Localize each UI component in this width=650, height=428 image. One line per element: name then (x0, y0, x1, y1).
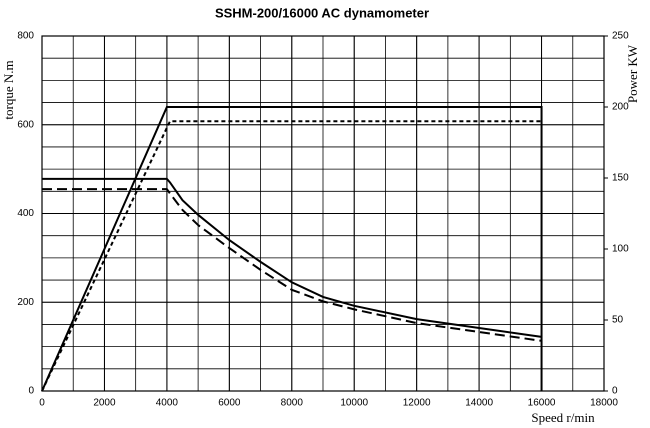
x-tick-label: 4000 (156, 398, 179, 409)
y-tick-label: 0 (28, 386, 34, 397)
y-axis-label: torque N.m (1, 60, 16, 119)
y-tick-label: 800 (17, 31, 34, 42)
y2-axis-label: Power KW (625, 44, 640, 103)
x-tick-label: 10000 (340, 398, 368, 409)
x-tick-label: 6000 (218, 398, 241, 409)
y2-tick-label: 200 (612, 102, 629, 113)
y2-tick-label: 50 (612, 315, 624, 326)
y-tick-label: 200 (17, 297, 34, 308)
x-tick-label: 14000 (465, 398, 493, 409)
y2-tick-label: 100 (612, 244, 629, 255)
y2-tick-label: 250 (612, 31, 629, 42)
x-tick-label: 12000 (403, 398, 431, 409)
x-axis-label: Speed r/min (531, 410, 595, 425)
x-tick-label: 18000 (590, 398, 618, 409)
x-tick-label: 0 (39, 398, 45, 409)
y2-tick-label: 150 (612, 173, 629, 184)
plot-frame (41, 35, 605, 392)
series-line (41, 120, 542, 392)
y-tick-label: 600 (17, 119, 34, 130)
series-line (41, 106, 543, 392)
chart-title: SSHM-200/16000 AC dynamometer (215, 5, 429, 20)
y2-tick-label: 0 (612, 386, 618, 397)
x-tick-label: 16000 (528, 398, 556, 409)
series-line (42, 177, 542, 338)
y-tick-label: 400 (17, 208, 34, 219)
x-tick-label: 8000 (281, 398, 304, 409)
series-line (42, 188, 542, 342)
x-tick-label: 2000 (93, 398, 116, 409)
